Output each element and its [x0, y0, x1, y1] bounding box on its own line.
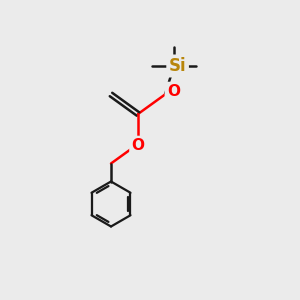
Text: O: O — [131, 138, 145, 153]
Text: O: O — [167, 84, 180, 99]
Text: Si: Si — [169, 57, 186, 75]
